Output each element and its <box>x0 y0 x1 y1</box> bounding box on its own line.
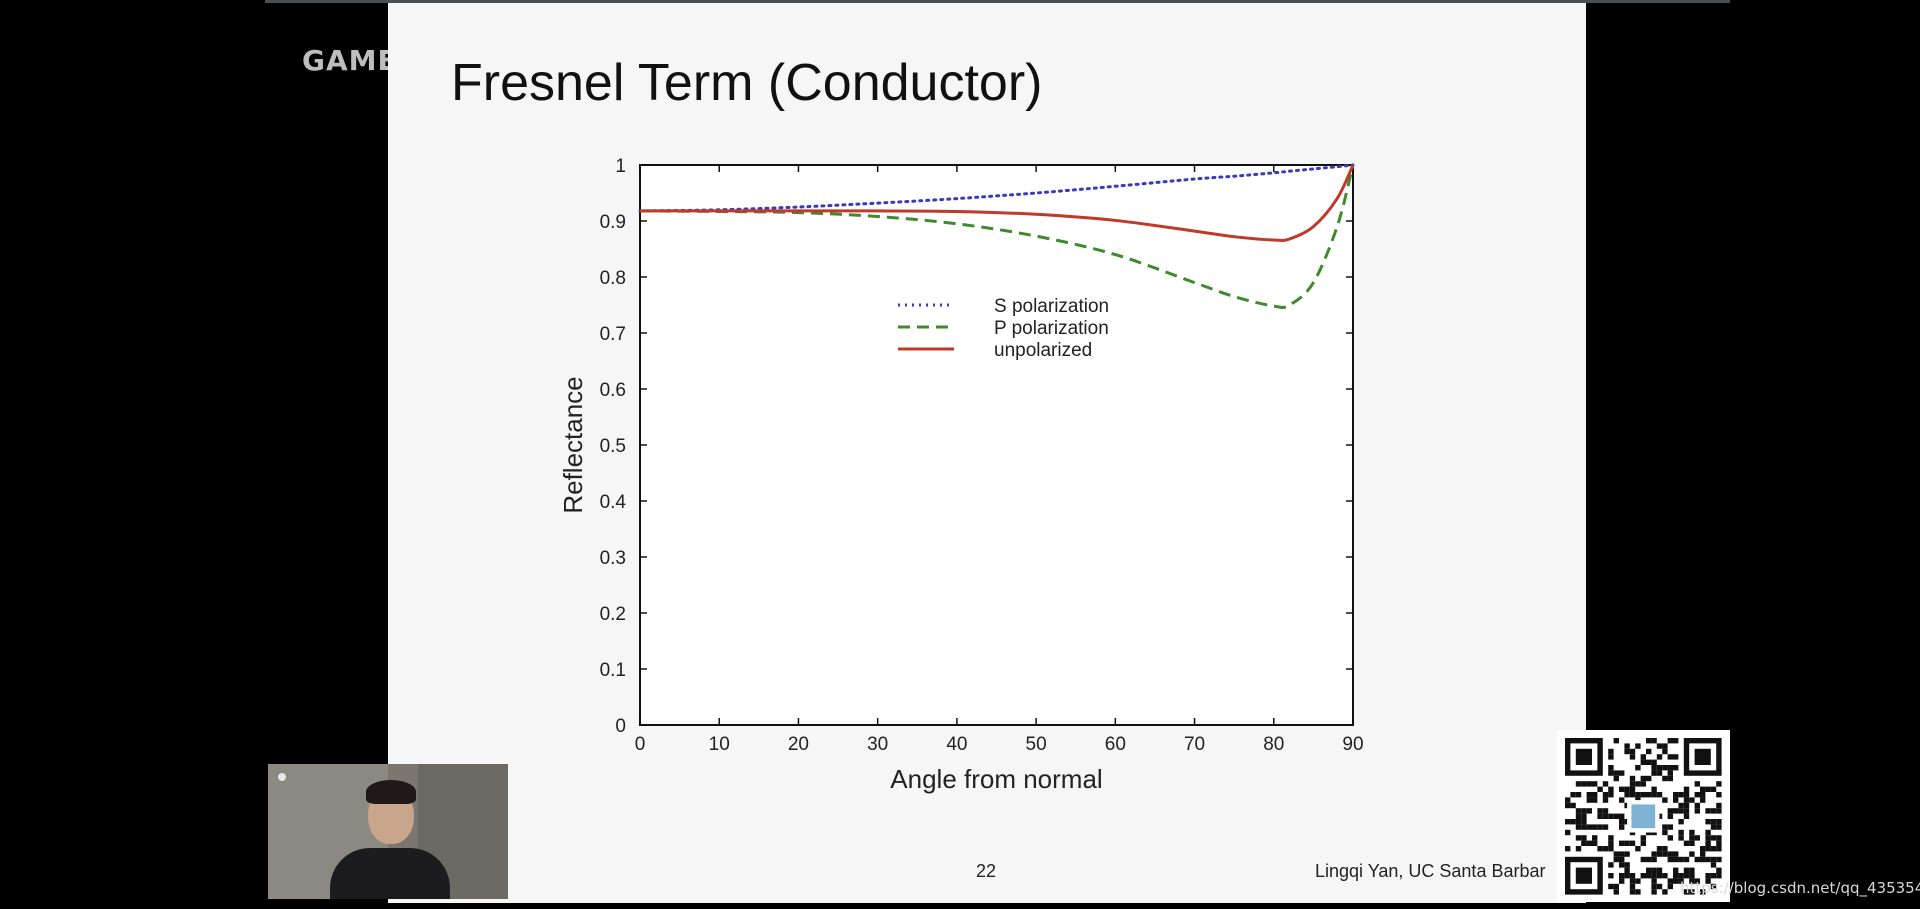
y-tick-label: 0.2 <box>600 604 626 625</box>
y-tick-label: 0.6 <box>600 380 626 401</box>
plot-frame <box>639 164 1354 726</box>
x-tick-label: 80 <box>1263 734 1284 755</box>
y-tick-label: 0.7 <box>600 324 626 345</box>
legend-label-p-polarization: P polarization <box>994 318 1109 339</box>
x-tick-label: 20 <box>788 734 809 755</box>
series-line-s-polarization <box>638 163 1355 213</box>
x-tick-label: 40 <box>946 734 967 755</box>
slide: Fresnel Term (Conductor) 0 10 20 30 40 50 60 70… <box>388 3 1586 903</box>
y-tick-label: 1 <box>615 156 626 177</box>
y-tick-label: 0.9 <box>600 212 626 233</box>
presenter-hair <box>366 780 416 804</box>
page-number: 22 <box>976 861 997 881</box>
y-axis-label: Reflectance <box>558 376 588 513</box>
x-tick-label: 50 <box>1026 734 1047 755</box>
fresnel-chart: 0 10 20 30 40 50 60 70 80 90 0 0.1 0.2 0.3 0.4 0.5 0.6 0.… <box>558 156 1364 794</box>
x-tick-label: 30 <box>867 734 888 755</box>
presenter-body <box>330 848 450 899</box>
top-bar <box>265 0 1730 3</box>
x-tick-label: 10 <box>709 734 730 755</box>
y-tick-label: 0.8 <box>600 268 626 289</box>
presenter-webcam <box>268 764 508 899</box>
legend-label-unpolarized: unpolarized <box>994 340 1092 361</box>
csdn-watermark: https://blog.csdn.net/qq_43535469 <box>1680 879 1920 897</box>
y-tick-label: 0 <box>615 716 626 737</box>
x-tick-label: 90 <box>1342 734 1363 755</box>
x-tick-label: 60 <box>1105 734 1126 755</box>
legend-label-s-polarization: S polarization <box>994 296 1109 317</box>
qr-code-icon <box>1557 730 1730 902</box>
y-tick-label: 0.1 <box>600 660 626 681</box>
y-tick-label: 0.4 <box>600 492 627 513</box>
series-line-unpolarized <box>639 164 1355 242</box>
y-tick-label: 0.3 <box>600 548 626 569</box>
stream-logo-text: GAME <box>302 44 398 77</box>
slide-title: Fresnel Term (Conductor) <box>451 54 1043 112</box>
webcam-indicator-icon <box>278 773 286 781</box>
x-tick-label: 0 <box>635 734 646 755</box>
series-line-p-polarization <box>639 164 1355 310</box>
x-tick-label: 70 <box>1184 734 1205 755</box>
y-tick-label: 0.5 <box>600 436 626 457</box>
x-axis-label: Angle from normal <box>890 764 1102 794</box>
slide-credit: Lingqi Yan, UC Santa Barbar <box>1315 861 1546 881</box>
